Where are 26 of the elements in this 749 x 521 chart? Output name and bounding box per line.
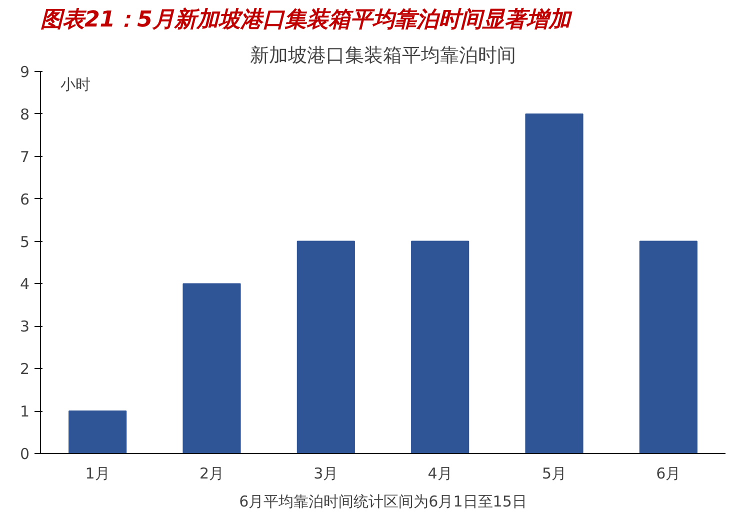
bar xyxy=(182,283,241,454)
bar xyxy=(296,240,355,454)
y-tick-label: 6 xyxy=(20,190,30,208)
bar xyxy=(411,240,470,454)
bar xyxy=(525,113,584,454)
x-tick-label: 4月 xyxy=(428,464,452,482)
x-tick-label: 1月 xyxy=(85,464,110,482)
y-tick-label: 1 xyxy=(20,402,30,421)
y-axis-title: 小时 xyxy=(60,76,90,94)
bar xyxy=(68,410,127,454)
y-tick-label: 4 xyxy=(20,275,30,294)
y-tick-label: 7 xyxy=(20,148,30,166)
bar xyxy=(639,240,698,454)
y-tick-label: 3 xyxy=(20,318,30,336)
chart-title: 新加坡港口集装箱平均靠泊时间 xyxy=(250,44,516,66)
y-tick-label: 0 xyxy=(20,445,30,463)
y-tick-label: 5 xyxy=(20,232,30,251)
chart-subtitle: 图表21：5月新加坡港口集装箱平均靠泊时间显著增加 xyxy=(40,6,572,32)
text: 6月平均靠泊时间统计区间为6月1日至15日 xyxy=(239,492,527,510)
y-tick-label: 8 xyxy=(20,105,30,124)
y-tick-label: 9 xyxy=(20,63,30,81)
y-tick-label: 2 xyxy=(20,360,30,378)
x-tick-label: 5月 xyxy=(542,464,567,482)
x-tick-label: 6月 xyxy=(656,464,681,482)
x-tick-label: 3月 xyxy=(314,464,338,482)
x-tick-label: 2月 xyxy=(199,464,224,482)
